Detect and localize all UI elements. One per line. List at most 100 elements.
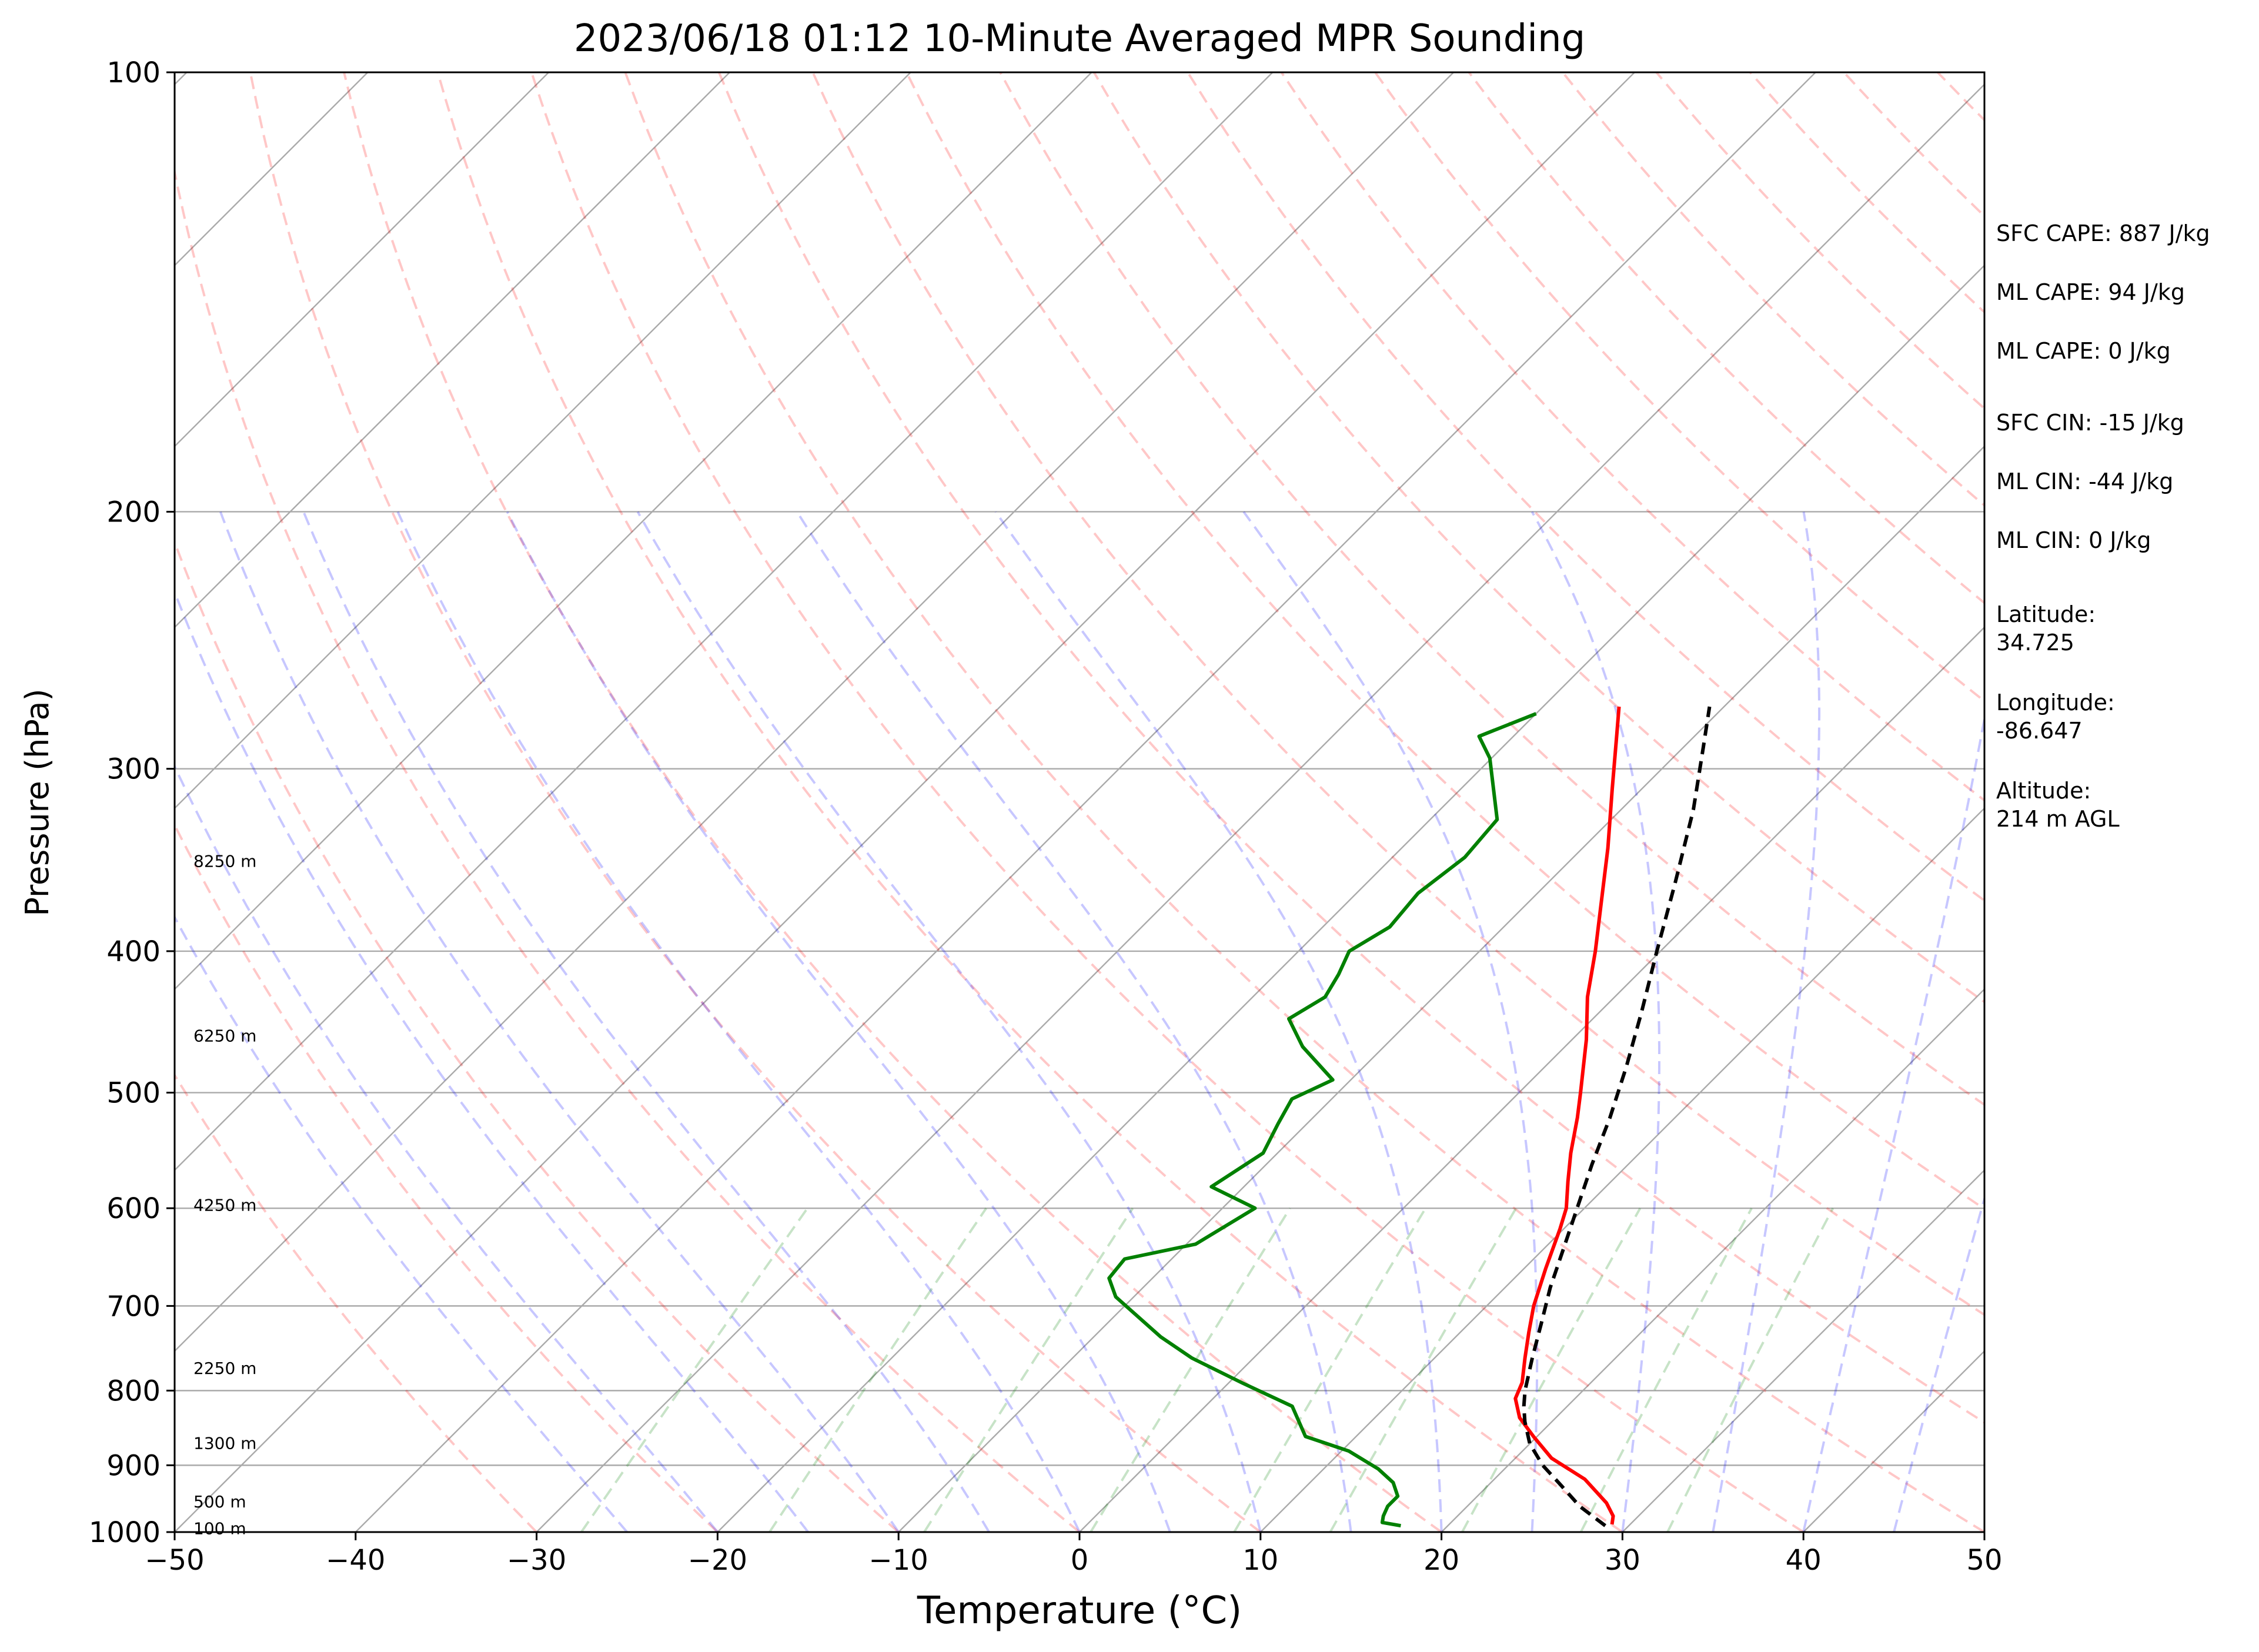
info-label: ML CIN: -44 J/kg: [1996, 469, 2173, 494]
info-label: SFC CAPE: 887 J/kg: [1996, 220, 2210, 246]
moist-adiabat-line: [994, 511, 1443, 1532]
moist-adiabat-line: [1712, 511, 1821, 1532]
moist-adiabat-line: [302, 511, 990, 1532]
x-tick-label: 10: [1242, 1544, 1278, 1577]
y-tick-label: 700: [106, 1290, 161, 1323]
mixing-ratio-line: [1666, 1208, 1834, 1532]
dewpoint-profile-line: [1107, 712, 1537, 1528]
isotherm-line: [536, 83, 1984, 1532]
height-label: 2250 m: [193, 1359, 256, 1378]
y-tick-label: 100: [106, 56, 161, 89]
height-label: 6250 m: [193, 1026, 256, 1046]
dry-adiabat-line: [249, 72, 1262, 1532]
x-tick-label: −20: [688, 1544, 747, 1577]
moist-adiabat-line: [1530, 511, 1660, 1532]
dry-adiabat-line: [1374, 72, 1984, 703]
y-tick-label: 500: [106, 1077, 161, 1110]
y-tick-label: 200: [106, 496, 161, 529]
moist-adiabat-line: [175, 763, 719, 1532]
x-tick-label: 40: [1786, 1544, 1822, 1577]
moist-adiabat-line: [636, 511, 1262, 1532]
dry-adiabat-line: [530, 72, 1804, 1532]
y-tick-label: 400: [106, 935, 161, 968]
info-value: 34.725: [1996, 630, 2074, 656]
isotherm-line: [1622, 1169, 1984, 1532]
info-label: SFC CIN: -15 J/kg: [1996, 410, 2184, 436]
temperature-profile-line: [1513, 706, 1621, 1525]
dry-adiabat-line: [624, 72, 1984, 1532]
y-tick-label: 800: [106, 1375, 161, 1407]
x-tick-label: 30: [1605, 1544, 1640, 1577]
moist-adiabat-line: [219, 511, 900, 1532]
x-tick-label: −10: [869, 1544, 928, 1577]
mixing-ratio-line: [1233, 1208, 1427, 1532]
isotherm-line: [175, 72, 730, 628]
info-label: Longitude:: [1996, 690, 2115, 715]
y-tick-label: 1000: [89, 1516, 161, 1549]
y-tick-label: 300: [106, 753, 161, 786]
isotherm-line: [1259, 807, 1984, 1532]
dry-adiabat-line: [1092, 72, 1984, 1004]
dry-adiabat-line: [175, 539, 900, 1532]
isotherm-line: [1079, 626, 1984, 1532]
info-value: 214 m AGL: [1996, 806, 2120, 832]
dry-adiabat-line: [999, 72, 1984, 1106]
mixing-ratio-line: [1461, 1208, 1642, 1532]
mixing-ratio-line: [1090, 1208, 1291, 1532]
y-tick-label: 900: [106, 1449, 161, 1482]
x-tick-label: 50: [1966, 1544, 2002, 1577]
isotherm-line: [898, 445, 1984, 1532]
isotherm-line: [175, 72, 550, 447]
moist-adiabat-line: [506, 511, 1171, 1532]
isotherm-line: [355, 72, 1816, 1532]
info-label: ML CAPE: 94 J/kg: [1996, 279, 2185, 305]
mixing-ratio-line: [580, 1207, 808, 1532]
dry-adiabat-line: [1187, 72, 1984, 902]
isotherm-line: [175, 72, 911, 810]
isotherm-line: [175, 72, 1092, 991]
x-tick-label: −40: [326, 1544, 385, 1577]
info-label: ML CAPE: 0 J/kg: [1996, 338, 2171, 364]
mixing-ratio-line: [1579, 1208, 1753, 1532]
height-labels: 8250 m 6250 m 4250 m 2250 m 1300 m 500 m 100 m: [193, 852, 256, 1539]
x-tick-label: 20: [1423, 1544, 1459, 1577]
mixing-ratio-line: [923, 1208, 1134, 1532]
isotherm-line: [1441, 988, 1984, 1532]
info-value: -86.647: [1996, 718, 2083, 744]
mixing-ratio-line: [768, 1207, 987, 1532]
dry-adiabat-line: [1280, 72, 1984, 802]
height-label: 500 m: [193, 1492, 246, 1511]
y-axis-label: Pressure (hPa): [19, 688, 56, 916]
profile-lines: [1107, 706, 1712, 1528]
moist-adiabat-line: [175, 588, 809, 1532]
parcel-profile-line: [1522, 706, 1712, 1527]
dry-adiabat-line: [175, 166, 1081, 1532]
x-tick-label: −50: [145, 1544, 204, 1577]
sounding-info-panel: SFC CAPE: 887 J/kg ML CAPE: 94 J/kg ML CAP…: [1996, 220, 2210, 832]
isotherm-line: [175, 72, 1274, 1172]
info-label: Altitude:: [1996, 778, 2091, 804]
x-axis-ticks: −50 −40 −30 −20 −10 0 10 20 30 40 50: [145, 1532, 2003, 1577]
dry-adiabat-line: [175, 1072, 538, 1532]
isotherm-line: [175, 72, 1635, 1532]
moist-adiabat-line: [1802, 712, 1984, 1532]
y-tick-label: 600: [106, 1192, 161, 1225]
dry-adiabat-line: [175, 822, 719, 1532]
y-axis-ticks: 100 200 300 400 500 600 700 800 900 1000: [89, 56, 175, 1549]
height-label: 100 m: [193, 1519, 246, 1539]
isotherm-line: [175, 72, 1455, 1352]
height-label: 8250 m: [193, 852, 256, 871]
x-tick-label: −30: [507, 1544, 566, 1577]
info-label: ML CIN: 0 J/kg: [1996, 527, 2151, 553]
dry-adiabat-line: [905, 72, 1984, 1210]
isotherm-line: [717, 264, 1984, 1532]
chart-title: 2023/06/18 01:12 10-Minute Averaged MPR …: [574, 17, 1585, 61]
dry-adiabat-line: [811, 72, 1984, 1316]
x-axis-label: Temperature (°C): [917, 1589, 1242, 1633]
x-tick-label: 0: [1071, 1544, 1089, 1577]
mixing-ratio-line: [1329, 1208, 1518, 1532]
moist-adiabat-line: [396, 511, 1081, 1532]
info-label: Latitude:: [1996, 601, 2096, 627]
moist-adiabat-line: [796, 511, 1352, 1532]
